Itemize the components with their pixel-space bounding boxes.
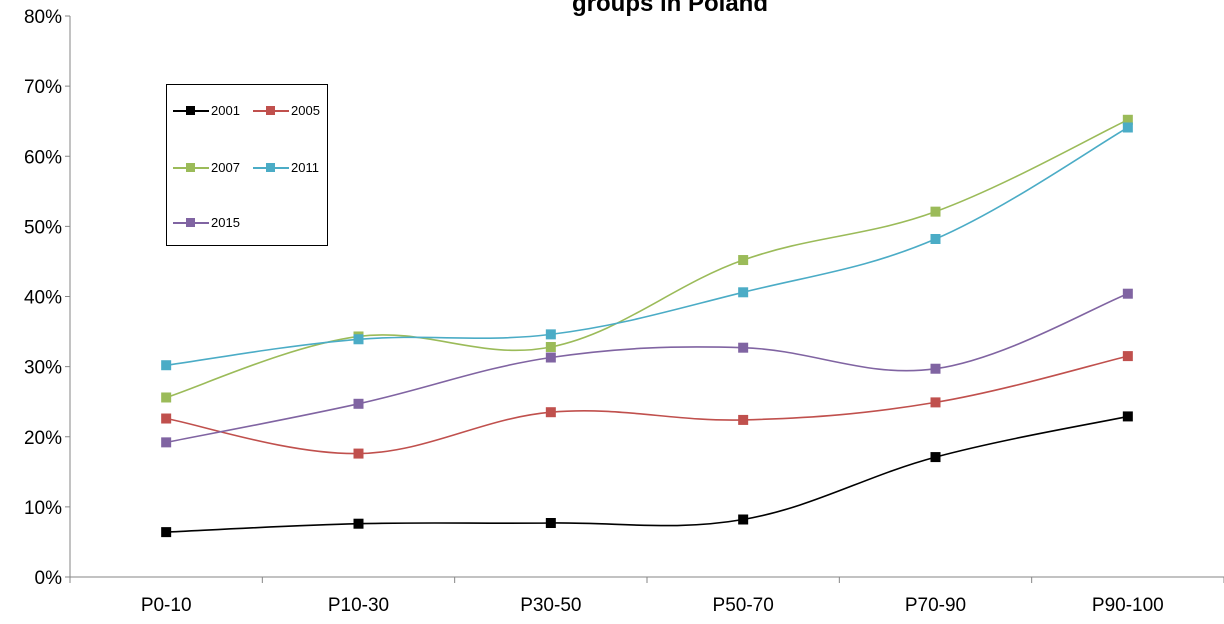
data-point-2015 [738, 342, 749, 353]
legend-label-2015: 2015 [211, 215, 240, 230]
data-point-2011 [353, 334, 364, 345]
data-point-2005 [930, 397, 941, 408]
data-point-2007 [161, 392, 172, 403]
legend: 2001 2005 2007 2011 2015 [166, 84, 328, 246]
y-tick-label: 60% [24, 147, 62, 168]
data-point-2015 [1122, 288, 1133, 299]
y-tick-label: 20% [24, 428, 62, 449]
data-point-2001 [930, 452, 941, 463]
x-tick-label: P0-10 [141, 595, 192, 616]
legend-swatch-2001 [173, 105, 209, 117]
y-tick-label: 50% [24, 217, 62, 238]
series-line-2001 [166, 415, 1128, 533]
data-point-2011 [545, 329, 556, 340]
y-tick-label: 30% [24, 358, 62, 379]
data-point-2011 [1122, 122, 1133, 133]
y-tick-label: 40% [24, 288, 62, 309]
legend-item-2001: 2001 [173, 103, 240, 118]
data-point-2001 [161, 527, 172, 538]
data-point-2007 [545, 341, 556, 352]
data-point-2007 [738, 255, 749, 266]
data-point-2005 [161, 413, 172, 424]
legend-label-2011: 2011 [291, 160, 319, 175]
data-point-2007 [1122, 114, 1133, 125]
data-point-2007 [930, 206, 941, 217]
legend-item-2015: 2015 [173, 215, 240, 230]
legend-label-2007: 2007 [211, 160, 240, 175]
data-point-2005 [1122, 351, 1133, 362]
legend-item-2005: 2005 [253, 103, 320, 118]
legend-item-2011: 2011 [253, 160, 319, 175]
data-point-2001 [353, 518, 364, 529]
x-tick-label: P50-70 [713, 595, 774, 616]
data-point-2015 [353, 398, 364, 409]
series-line-2005 [166, 355, 1129, 455]
legend-item-2007: 2007 [173, 160, 240, 175]
x-tick-label: P90-100 [1092, 595, 1164, 616]
data-point-2005 [353, 448, 364, 459]
legend-label-2005: 2005 [291, 103, 320, 118]
legend-swatch-2007 [173, 162, 209, 174]
data-point-2011 [161, 360, 172, 371]
y-tick-label: 80% [24, 7, 62, 28]
data-point-2005 [545, 407, 556, 418]
data-point-2011 [930, 233, 941, 244]
data-point-2015 [930, 363, 941, 374]
chart-title: groups in Poland [572, 0, 768, 17]
data-point-2011 [738, 287, 749, 298]
series-line-2015 [166, 292, 1129, 444]
x-tick-label: P30-50 [520, 595, 581, 616]
y-tick-label: 0% [35, 568, 63, 589]
legend-swatch-2005 [253, 105, 289, 117]
data-point-2005 [738, 414, 749, 425]
data-point-2015 [161, 437, 172, 448]
legend-swatch-2011 [253, 162, 289, 174]
data-point-2001 [1122, 411, 1133, 422]
y-tick-label: 70% [24, 77, 62, 98]
legend-label-2001: 2001 [211, 103, 240, 118]
x-tick-label: P10-30 [328, 595, 389, 616]
data-point-2015 [545, 352, 556, 363]
y-tick-label: 10% [24, 498, 62, 519]
data-point-2001 [545, 518, 556, 529]
legend-swatch-2015 [173, 217, 209, 229]
series-line-2011 [166, 126, 1129, 367]
data-point-2001 [738, 514, 749, 525]
x-tick-label: P70-90 [905, 595, 966, 616]
